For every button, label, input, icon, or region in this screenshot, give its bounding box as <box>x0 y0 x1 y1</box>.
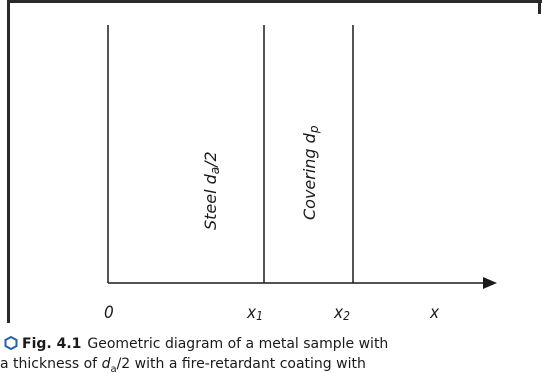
caption-variable-sub: a <box>110 363 117 373</box>
frame-left-border <box>7 0 10 323</box>
x-axis-label: x <box>429 303 440 323</box>
x1-label: x1 <box>246 303 263 323</box>
x-axis-arrowhead <box>483 277 497 289</box>
origin-label: 0 <box>104 303 114 323</box>
caption-text-line1: Geometric diagram of a metal sample with <box>87 336 389 352</box>
caption-text-line2-suffix: /2 with a fire-retardant coating with <box>116 356 366 372</box>
geometric-diagram: 0 x1 x2 x Steel da/2 Covering dp <box>104 25 497 323</box>
caption-text-line2-prefix: a thickness of <box>0 356 102 372</box>
figure-number: Fig. 4.1 <box>22 336 82 352</box>
steel-region-label: Steel da/2 <box>201 151 222 230</box>
caption-line-1: Fig. 4.1 Geometric diagram of a metal sam… <box>0 334 542 354</box>
frame-top-border <box>7 0 542 3</box>
figure-caption: Fig. 4.1 Geometric diagram of a metal sam… <box>0 334 542 373</box>
frame-right-border <box>538 0 541 14</box>
caption-line-2: a thickness of da/2 with a fire-retardan… <box>0 354 542 373</box>
covering-region-label: Covering dp <box>300 125 321 220</box>
caption-variable-d: d <box>101 356 111 372</box>
figure-hexagon-icon <box>4 336 18 350</box>
x2-label: x2 <box>333 303 350 323</box>
